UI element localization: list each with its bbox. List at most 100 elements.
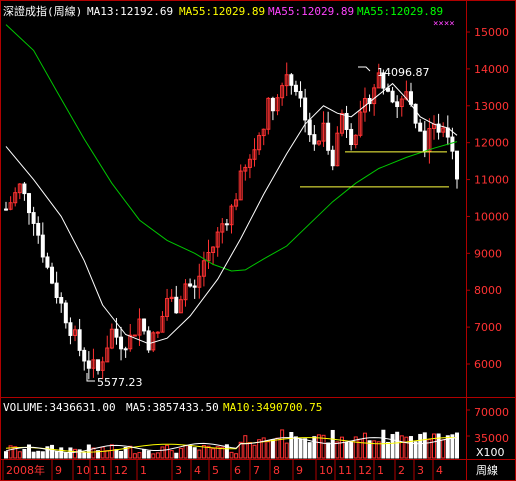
time-tick-label: 4 bbox=[436, 464, 443, 477]
candle-body bbox=[450, 136, 455, 152]
candle-body bbox=[68, 322, 73, 336]
candle-body bbox=[63, 302, 68, 324]
candle-body bbox=[339, 112, 344, 134]
candle-body bbox=[261, 128, 266, 137]
volume-bar bbox=[211, 448, 216, 459]
volume-bar bbox=[247, 442, 252, 459]
candle-body bbox=[445, 127, 450, 138]
chart-title: 深證成指(周線) bbox=[3, 4, 82, 18]
volume-bar bbox=[50, 444, 55, 459]
candle-body bbox=[114, 328, 119, 338]
volume-bar bbox=[455, 432, 459, 459]
ma13-readout: MA13:12192.69 bbox=[87, 5, 173, 18]
volume-bar bbox=[146, 450, 151, 459]
volume-ma10-readout: MA10:3490700.75 bbox=[223, 401, 322, 414]
volume-bar bbox=[441, 439, 446, 459]
ma55-readout-c: MA55:12029.89 bbox=[357, 5, 443, 18]
price-tick-label: 13000 bbox=[474, 100, 509, 113]
candle-body bbox=[54, 282, 59, 299]
candle-body bbox=[73, 329, 78, 336]
candle-body bbox=[303, 97, 308, 121]
volume-bar bbox=[335, 441, 340, 459]
volume-bar bbox=[252, 444, 257, 459]
price-tick-label: 11000 bbox=[474, 174, 509, 187]
volume-bar bbox=[326, 442, 331, 459]
volume-bar bbox=[298, 438, 303, 459]
candle-body bbox=[119, 336, 124, 350]
volume-tick-35000: 35000 bbox=[474, 432, 509, 445]
volume-bar bbox=[275, 437, 280, 459]
volume-bar bbox=[445, 435, 450, 459]
time-tick-label: 1 bbox=[140, 464, 147, 477]
candle-body bbox=[132, 334, 137, 337]
candle-body bbox=[413, 103, 418, 124]
volume-bar bbox=[73, 448, 78, 459]
candle-body bbox=[344, 112, 349, 130]
low-annotation: 5577.23 bbox=[86, 373, 143, 389]
volume-bar bbox=[220, 446, 225, 459]
candle-body bbox=[275, 97, 280, 112]
candle-body bbox=[123, 348, 128, 351]
price-tick-label: 15000 bbox=[474, 26, 509, 39]
candle-body bbox=[422, 130, 427, 153]
volume-bar bbox=[40, 451, 45, 459]
candle-body bbox=[381, 72, 386, 89]
candle-body bbox=[109, 328, 114, 349]
candle-body bbox=[201, 260, 206, 277]
volume-bar bbox=[100, 446, 105, 459]
candle-body bbox=[312, 134, 317, 145]
volume-bar bbox=[339, 436, 344, 459]
volume-bar bbox=[427, 439, 432, 459]
candle-body bbox=[321, 122, 326, 142]
volume-bar bbox=[404, 436, 409, 459]
time-tick-label: 7 bbox=[253, 464, 260, 477]
ma13-line bbox=[5, 82, 458, 345]
time-tick-label: 11 bbox=[93, 464, 107, 477]
candle-body bbox=[36, 222, 41, 236]
time-tick-label: 2008年 bbox=[6, 463, 45, 477]
candle-body bbox=[137, 318, 142, 336]
volume-bar bbox=[123, 446, 128, 459]
price-tick-label: 6000 bbox=[474, 358, 502, 371]
candle-body bbox=[280, 85, 285, 99]
volume-bar bbox=[344, 441, 349, 459]
volume-bar bbox=[206, 445, 211, 459]
candle-body bbox=[192, 285, 197, 288]
candle-body bbox=[266, 97, 271, 130]
period-label[interactable]: 周線 bbox=[476, 463, 498, 477]
candle-body bbox=[96, 359, 101, 371]
volume-bar bbox=[293, 436, 298, 459]
indicator-marker: ×××× bbox=[433, 19, 455, 29]
time-tick-label: 5 bbox=[212, 464, 219, 477]
time-tick-label: 10 bbox=[76, 464, 90, 477]
volume-bar bbox=[413, 441, 418, 459]
volume-bar bbox=[183, 445, 188, 459]
volume-bar bbox=[22, 448, 27, 459]
candle-body bbox=[270, 97, 275, 112]
price-axis: 6000 7000 8000 9000 10000 11000 12000 13000 1400… bbox=[466, 26, 509, 371]
candle-body bbox=[188, 283, 193, 287]
candle-body bbox=[178, 299, 183, 314]
ma55-line bbox=[5, 24, 458, 272]
volume-bar bbox=[238, 441, 243, 459]
support-lines bbox=[300, 151, 449, 188]
volume-bar bbox=[109, 444, 114, 459]
volume-bar bbox=[224, 444, 229, 459]
volume-bar bbox=[408, 436, 413, 459]
time-tick-label: 3 bbox=[417, 464, 424, 477]
volume-ma-lines bbox=[5, 437, 458, 454]
volume-axis: 70000 35000 X100 bbox=[466, 406, 509, 459]
volume-bar bbox=[289, 432, 294, 459]
volume-unit: X100 bbox=[476, 446, 505, 459]
candle-body bbox=[358, 111, 363, 136]
volume-bar bbox=[8, 445, 13, 459]
candle-body bbox=[220, 223, 225, 233]
candle-body bbox=[390, 90, 395, 103]
candle-body bbox=[353, 134, 358, 146]
volume-bar bbox=[137, 452, 142, 459]
volume-bar bbox=[201, 444, 206, 459]
volume-bar bbox=[284, 442, 289, 459]
candle-body bbox=[252, 149, 257, 160]
volume-bar bbox=[105, 450, 110, 459]
